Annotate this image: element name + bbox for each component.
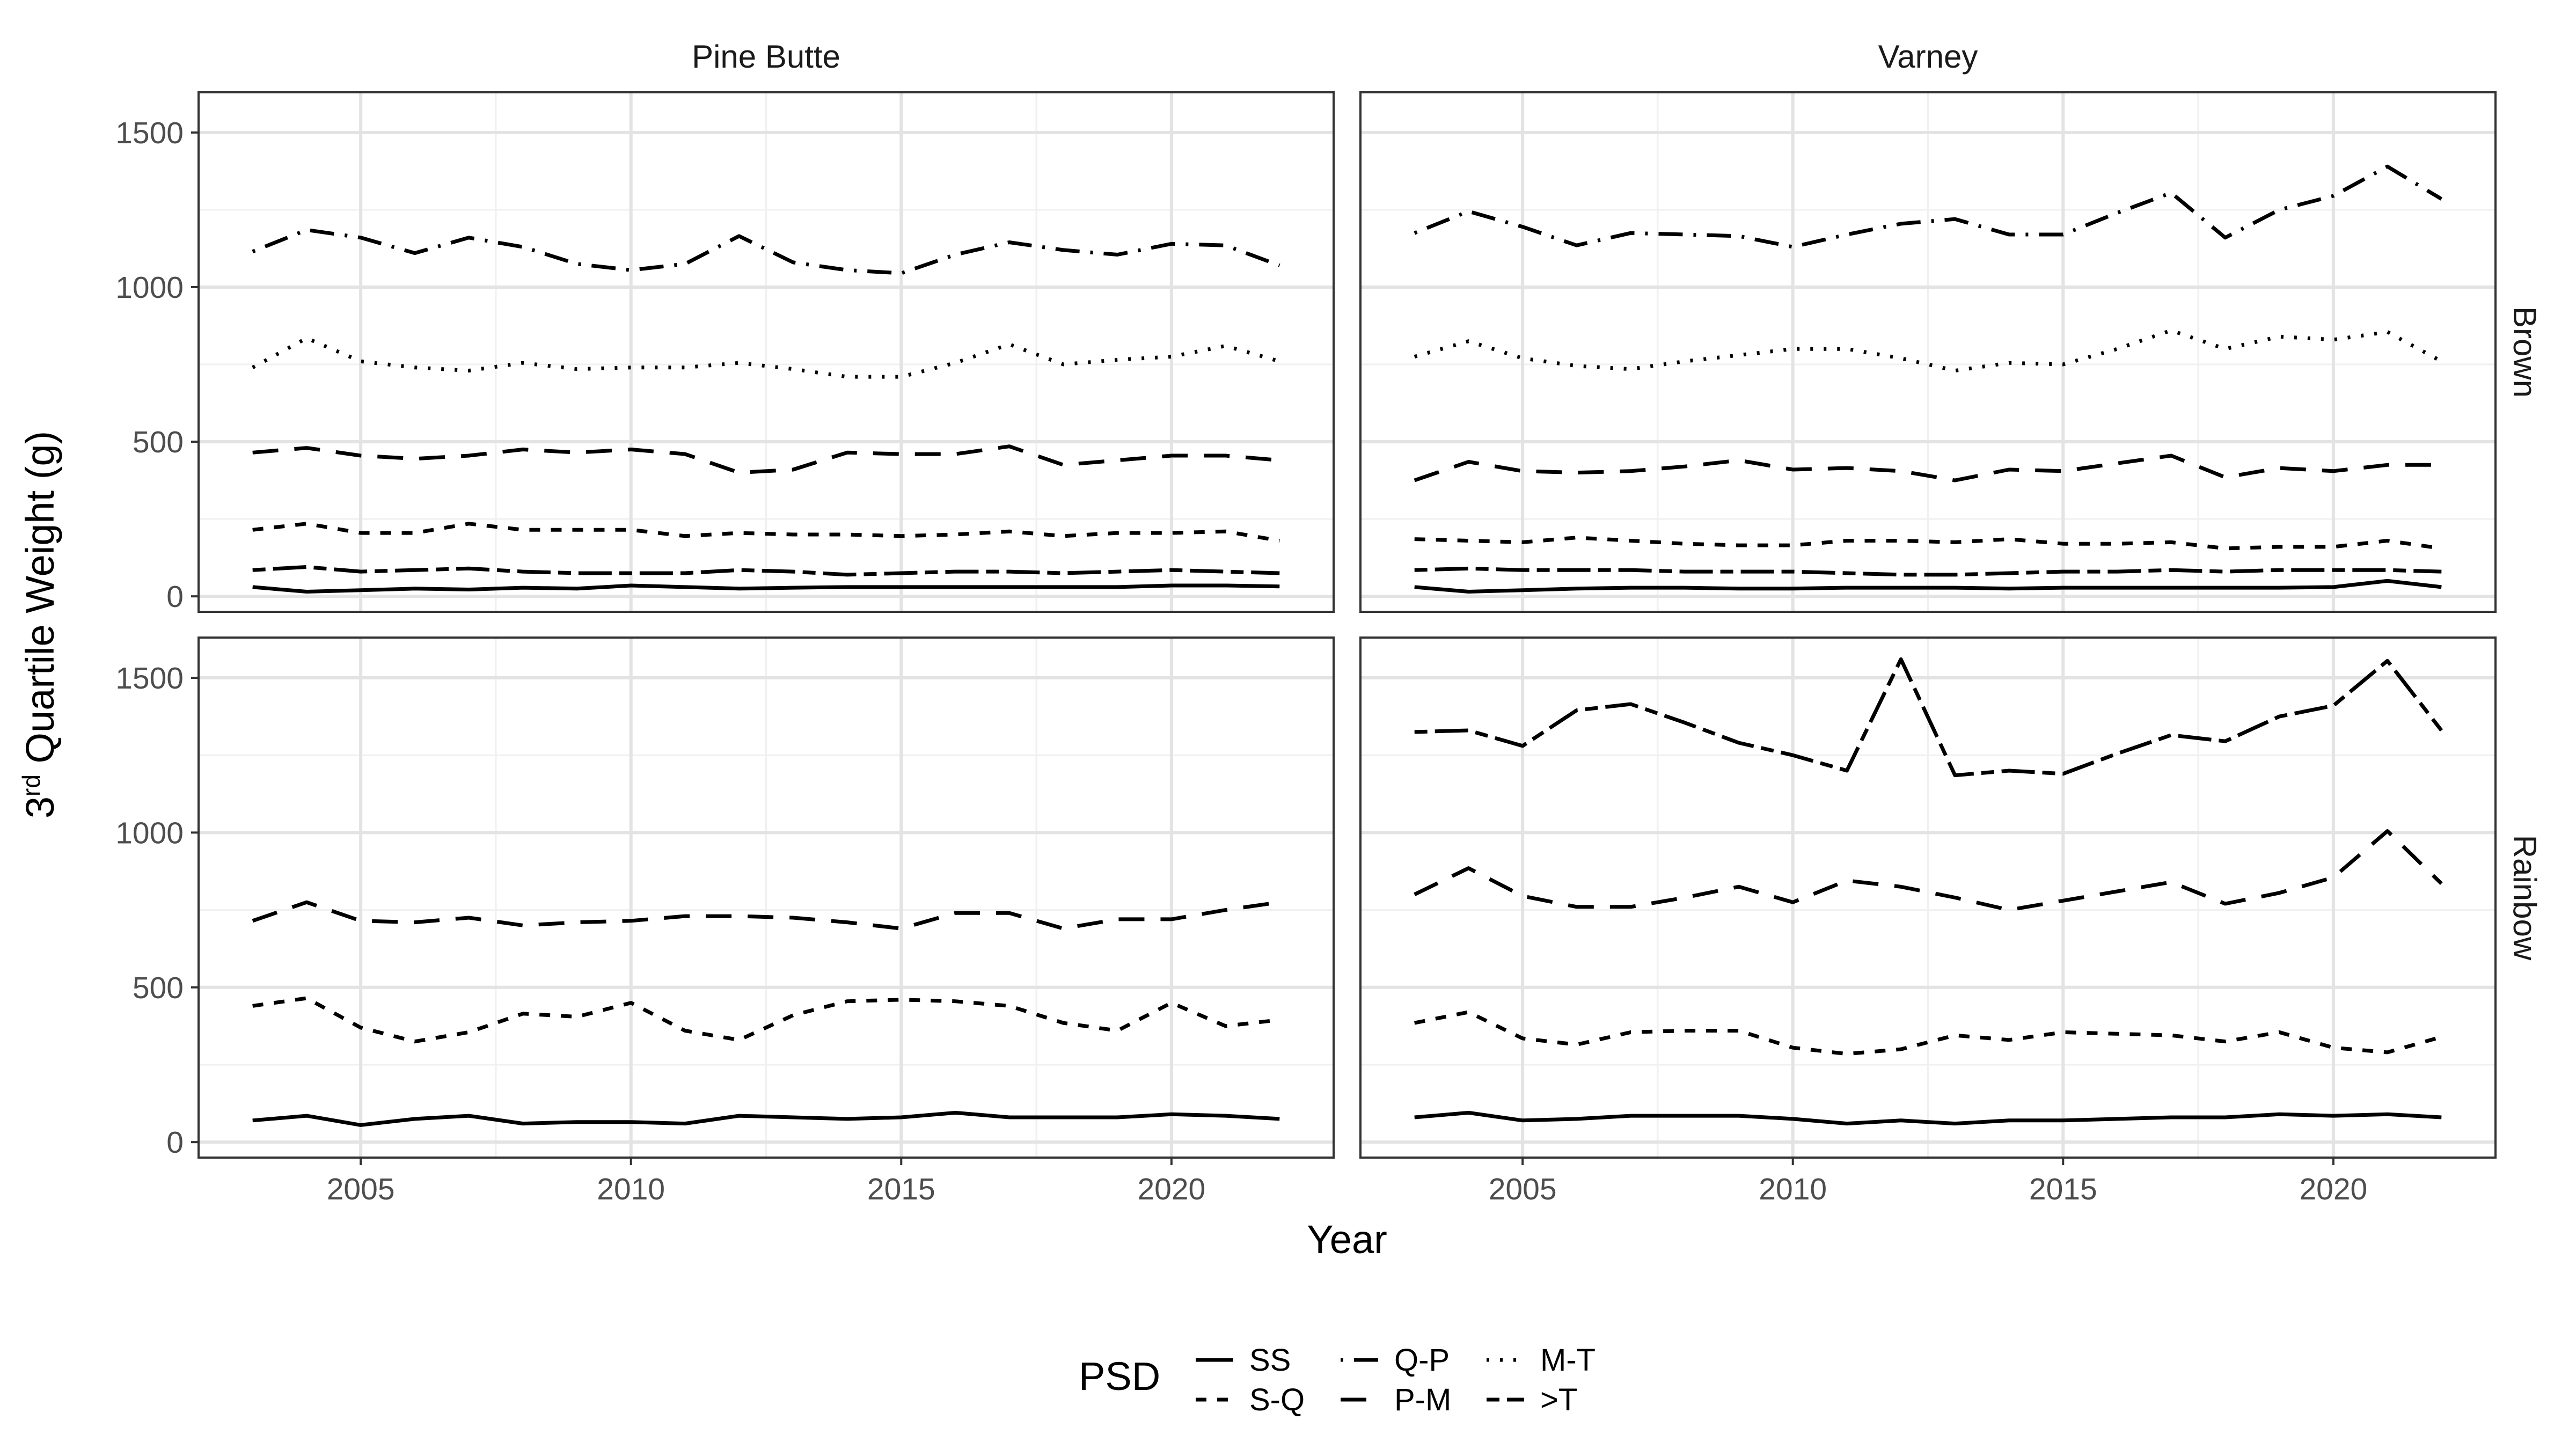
legend-label-m-t: M-T — [1540, 1343, 1596, 1378]
legend-label-q-p: Q-P — [1394, 1343, 1450, 1378]
series-line-pine-butte-rainbow-ss — [252, 1110, 1280, 1127]
y-tick-label: 500 — [133, 971, 184, 1005]
y-tick-label: 500 — [133, 425, 184, 459]
x-tick-label: 2005 — [327, 1172, 395, 1206]
series-line-varney-brown-gtt — [1414, 566, 2442, 577]
series-line-pine-butte-rainbow-p-m — [252, 900, 1280, 931]
y-axis-title: 3rd Quartile Weight (g) — [17, 431, 62, 818]
x-tick-label: 2005 — [1489, 1172, 1557, 1206]
legend-label-gtt: >T — [1540, 1382, 1577, 1417]
panel-border-pine-butte-brown — [197, 91, 1335, 613]
facet-label-brown: Brown — [2507, 306, 2543, 398]
y-tick-label: 1500 — [115, 661, 184, 696]
series-line-pine-butte-brown-gtt — [252, 565, 1280, 577]
y-tick-label: 1500 — [115, 116, 184, 150]
series-line-varney-brown-p-m — [1414, 453, 2442, 482]
legend-label-ss: SS — [1249, 1343, 1291, 1378]
series-line-pine-butte-brown-p-m — [252, 444, 1280, 475]
panel-border-pine-butte-rainbow — [197, 636, 1335, 1159]
x-tick-label: 2020 — [1137, 1172, 1205, 1206]
panel-border-varney-rainbow — [1359, 636, 2497, 1159]
series-line-varney-rainbow-gtt — [1414, 657, 2443, 778]
x-tick-label: 2015 — [867, 1172, 935, 1206]
x-tick-label: 2010 — [597, 1172, 665, 1206]
series-line-varney-brown-m-t — [1414, 328, 2442, 373]
x-tick-label: 2020 — [2299, 1172, 2367, 1206]
series-line-varney-rainbow-s-q — [1414, 1010, 2442, 1056]
series-line-pine-butte-brown-s-q — [252, 522, 1280, 543]
x-tick-label: 2010 — [1759, 1172, 1827, 1206]
y-tick-label: 0 — [166, 1125, 184, 1160]
series-line-pine-butte-brown-ss — [252, 583, 1280, 594]
legend-label-s-q: S-Q — [1249, 1382, 1305, 1417]
series-line-varney-brown-q-p — [1414, 164, 2443, 249]
y-tick-label: 1000 — [115, 816, 184, 850]
legend-label-p-m: P-M — [1394, 1382, 1451, 1417]
series-line-pine-butte-rainbow-s-q — [252, 996, 1280, 1044]
series-line-varney-brown-ss — [1414, 579, 2442, 594]
facet-label-varney: Varney — [1878, 39, 1978, 75]
series-line-varney-rainbow-ss — [1414, 1110, 2442, 1126]
series-line-varney-rainbow-p-m — [1414, 829, 2443, 912]
panel-border-varney-brown — [1359, 91, 2497, 613]
facet-label-rainbow: Rainbow — [2507, 835, 2543, 961]
facet-label-pine-butte: Pine Butte — [692, 39, 840, 75]
series-line-pine-butte-brown-q-p — [252, 228, 1280, 275]
legend-title: PSD — [1079, 1354, 1160, 1399]
x-axis-title: Year — [1307, 1217, 1387, 1262]
x-tick-label: 2015 — [2029, 1172, 2097, 1206]
y-tick-label: 0 — [166, 580, 184, 614]
y-tick-label: 1000 — [115, 270, 184, 305]
